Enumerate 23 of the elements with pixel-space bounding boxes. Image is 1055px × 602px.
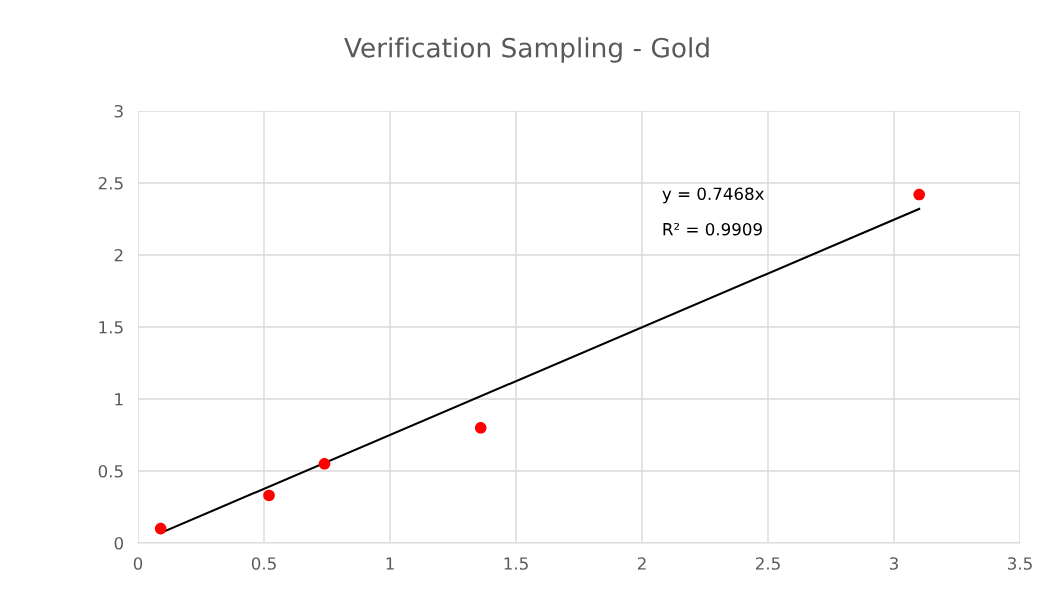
x-tick-label: 3.5 bbox=[1008, 557, 1032, 570]
x-tick-label: 3 bbox=[889, 557, 898, 570]
y-tick-label: 1 bbox=[115, 393, 123, 406]
x-tick-label: 1 bbox=[386, 557, 394, 570]
point bbox=[154, 522, 167, 535]
y-tick-label: 2 bbox=[114, 248, 123, 262]
y-tick-label: 2.5 bbox=[98, 176, 123, 190]
x-tick-label: 1.5 bbox=[504, 557, 528, 570]
x-tick-label: 2.5 bbox=[755, 557, 780, 570]
point bbox=[474, 421, 487, 434]
chart-title: Verification Sampling - Gold bbox=[344, 37, 709, 63]
annotation: R² = 0.9909 bbox=[663, 222, 762, 236]
point bbox=[318, 457, 331, 470]
point bbox=[913, 188, 926, 201]
annotation: y = 0.7468x bbox=[662, 187, 764, 204]
y-tick-label: 0 bbox=[114, 536, 123, 550]
y-tick-label: 1.5 bbox=[99, 321, 123, 334]
y-tick-label: 0.5 bbox=[98, 464, 123, 478]
point bbox=[263, 489, 275, 502]
x-tick-label: 0 bbox=[133, 557, 143, 570]
y-tick-label: 3 bbox=[114, 104, 123, 118]
x-tick-label: 2 bbox=[637, 557, 646, 570]
x-tick-label: 0.5 bbox=[251, 557, 276, 570]
